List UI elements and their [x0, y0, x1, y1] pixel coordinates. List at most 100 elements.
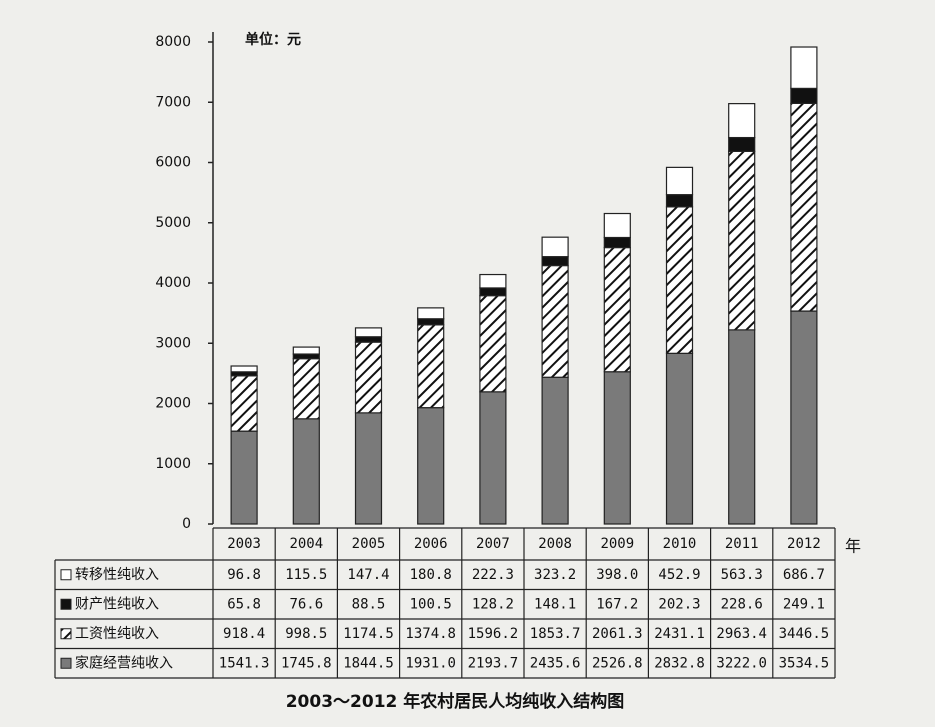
data-label: 998.5: [285, 626, 327, 642]
data-label: 180.8: [410, 567, 452, 583]
bar-segment: [479, 287, 507, 297]
x-tick-label: 2009: [600, 536, 634, 552]
y-tick-label: 4000: [155, 275, 191, 291]
legend-label: 家庭经营纯收入: [75, 654, 173, 671]
x-tick-label: 2008: [538, 536, 572, 552]
bar-segment: [292, 358, 320, 420]
data-label: 398.0: [596, 567, 638, 583]
bar-segment: [665, 206, 694, 354]
data-label: 1745.8: [281, 655, 332, 671]
legend-swatch: [60, 598, 72, 610]
y-tick-label: 7000: [155, 94, 191, 110]
data-label: 323.2: [534, 567, 576, 583]
bar-segment: [354, 327, 383, 338]
bar-segment: [790, 46, 818, 89]
data-label: 2963.4: [716, 626, 767, 642]
data-label: 3222.0: [716, 655, 767, 671]
bar-segment: [541, 376, 569, 525]
data-label: 686.7: [783, 567, 825, 583]
data-label: 2061.3: [592, 626, 643, 642]
bar-segment: [541, 264, 569, 378]
bar-segment: [603, 246, 631, 373]
data-label: 2193.7: [468, 655, 519, 671]
y-tick-label: 6000: [155, 155, 191, 171]
y-tick-label: 1000: [155, 456, 191, 472]
bar-segment: [230, 365, 258, 373]
data-label: 2832.8: [654, 655, 705, 671]
data-label: 65.8: [227, 596, 261, 612]
bar-segment: [479, 295, 507, 393]
bar-segment: [292, 346, 320, 355]
x-tick-label: 2005: [352, 536, 386, 552]
bar-segment: [417, 324, 445, 409]
y-tick-label: 3000: [155, 335, 191, 351]
data-label: 222.3: [472, 567, 514, 583]
bar-segment: [603, 236, 631, 249]
bar-segment: [541, 256, 569, 267]
bar-segment: [665, 352, 694, 525]
bar-segment: [790, 310, 818, 525]
data-label: 1931.0: [405, 655, 456, 671]
chart-title: 2003～2012 年农村居民人均纯收入结构图: [286, 691, 625, 712]
data-label: 1853.7: [530, 626, 581, 642]
data-label: 100.5: [410, 596, 452, 612]
legend-label: 工资性纯收入: [75, 626, 159, 642]
x-tick-label: 2011: [725, 536, 759, 552]
data-label: 96.8: [227, 567, 261, 583]
bar-segment: [417, 318, 445, 326]
bar-segment: [354, 341, 383, 414]
bar-segment: [292, 418, 320, 525]
data-label: 1174.5: [343, 626, 394, 642]
x-tick-label: 2004: [289, 536, 323, 552]
data-label: 3534.5: [779, 655, 830, 671]
legend-swatch: [60, 628, 72, 640]
data-label: 202.3: [658, 596, 700, 612]
bar-segment: [292, 353, 320, 360]
bar-segment: [728, 136, 756, 152]
data-label: 2435.6: [530, 655, 581, 671]
bar-segment: [603, 212, 631, 239]
x-tick-label: 2010: [663, 536, 697, 552]
data-label: 1596.2: [468, 626, 519, 642]
bar-segment: [354, 412, 383, 525]
bar-segment: [790, 87, 818, 104]
data-label: 228.6: [721, 596, 763, 612]
legend-swatch: [60, 569, 72, 581]
bar-segment: [728, 329, 756, 525]
data-label: 249.1: [783, 596, 825, 612]
data-label: 115.5: [285, 567, 327, 583]
data-label: 167.2: [596, 596, 638, 612]
y-tick-label: 8000: [155, 34, 191, 50]
y-tick-label: 2000: [155, 396, 191, 412]
bar-segment: [230, 375, 258, 432]
bar-segment: [479, 273, 507, 289]
x-tick-label: 2007: [476, 536, 510, 552]
data-label: 148.1: [534, 596, 576, 612]
data-label: 2431.1: [654, 626, 705, 642]
data-label: 128.2: [472, 596, 514, 612]
bar-segment: [603, 371, 631, 525]
bar-segment: [354, 336, 383, 343]
data-label: 452.9: [658, 567, 700, 583]
x-axis-label: 年: [845, 537, 861, 556]
bar-segment: [417, 407, 445, 525]
data-label: 76.6: [289, 596, 323, 612]
unit-label: 单位：元: [245, 31, 301, 48]
bar-segment: [665, 166, 694, 196]
data-label: 1374.8: [405, 626, 456, 642]
x-tick-label: 2012: [787, 536, 821, 552]
bar-segment: [728, 150, 756, 331]
bar-segment: [230, 430, 258, 525]
data-label: 3446.5: [779, 626, 830, 642]
legend-label: 转移性纯收入: [75, 567, 159, 583]
bar-segment: [665, 194, 694, 208]
data-label: 918.4: [223, 626, 265, 642]
data-label: 1844.5: [343, 655, 394, 671]
bar-segment: [728, 103, 756, 139]
bar-segment: [541, 236, 569, 258]
data-label: 1541.3: [219, 655, 270, 671]
bar-segment: [790, 102, 818, 312]
x-tick-label: 2003: [227, 536, 261, 552]
